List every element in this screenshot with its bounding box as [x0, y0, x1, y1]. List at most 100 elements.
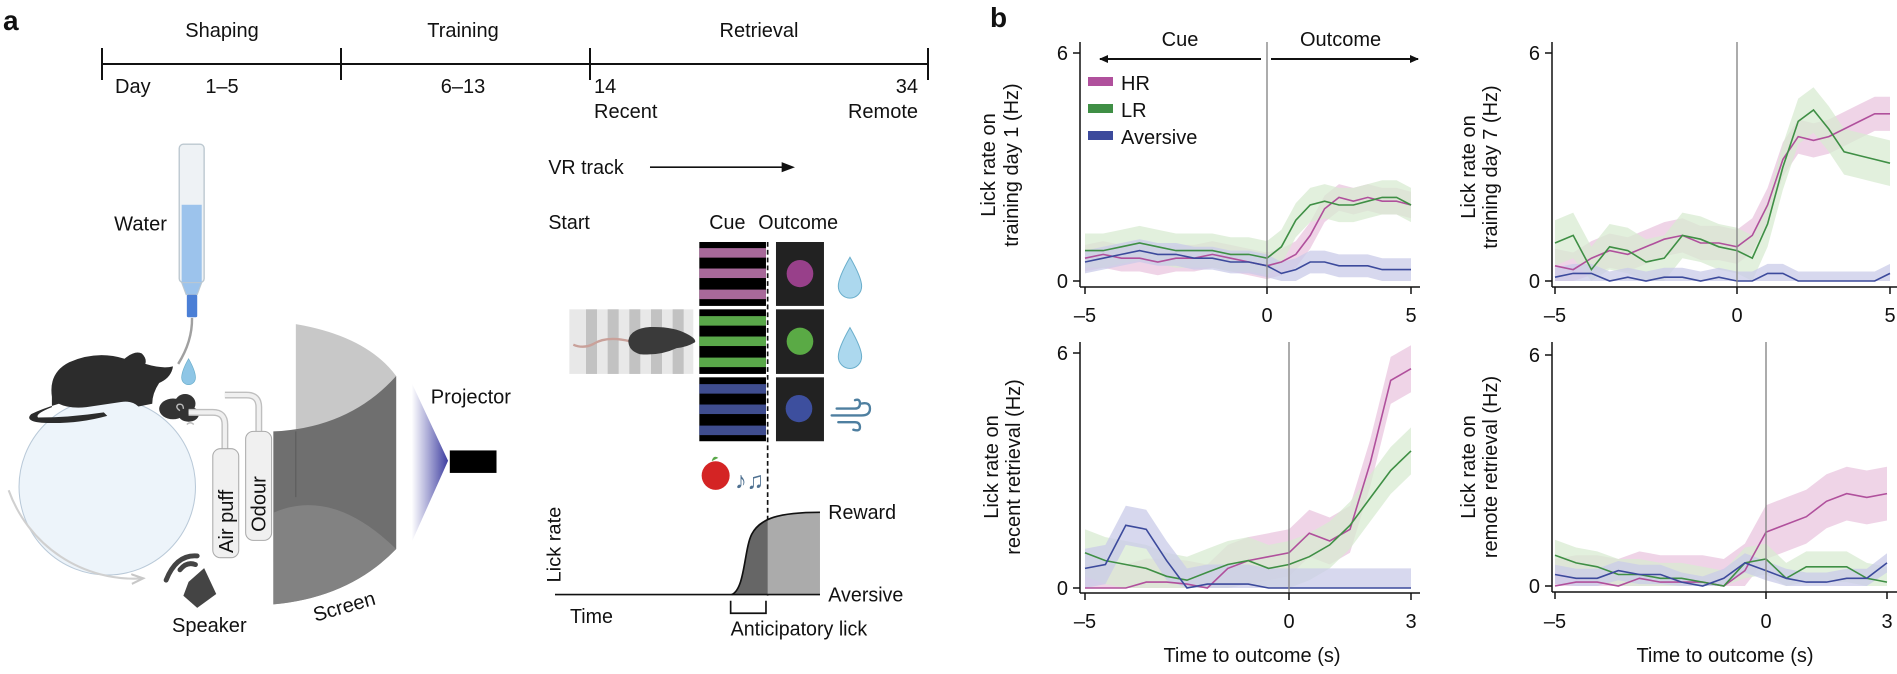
outcome-aversive — [775, 377, 824, 442]
y-tick-label: 0 — [1057, 578, 1068, 600]
y-tick-label: 0 — [1529, 576, 1540, 598]
legend-swatch-hr — [1088, 77, 1113, 86]
water-drop-icon — [837, 256, 863, 299]
band-aversive — [1085, 505, 1411, 588]
y-axis-label: Lick rate on — [1458, 415, 1480, 518]
outcome-label: Outcome — [758, 212, 838, 234]
lick-rate-schematic — [554, 511, 820, 615]
mouse-icon — [29, 352, 174, 424]
speaker-icon — [163, 553, 217, 608]
line-aversive — [1084, 524, 1411, 589]
outcome-lr — [775, 309, 824, 374]
chart-1: –5 0 5 0 6 Lick rate on training day 1 (Hz) — [978, 42, 1420, 327]
legend-swatch-aversive — [1088, 131, 1113, 140]
time-label: Time — [570, 606, 613, 628]
cue-outcome-header: Cue Outcome — [1099, 29, 1419, 63]
water-label: Water — [114, 214, 167, 236]
header-cue: Cue — [1162, 29, 1199, 51]
reward-label: Reward — [828, 502, 896, 524]
x-tick-label: 0 — [1261, 305, 1272, 327]
y-tick-label: 6 — [1529, 43, 1540, 65]
mouse-icon — [628, 326, 696, 355]
outcome-hr — [775, 242, 824, 306]
aversive-label: Aversive — [828, 584, 903, 606]
odour-bottle: Odour — [224, 391, 273, 541]
ball-icon — [7, 398, 197, 579]
header-outcome: Outcome — [1300, 29, 1381, 51]
line-lr — [1554, 554, 1888, 587]
projector-icon — [411, 382, 497, 543]
timeline: Shaping Training Retrieval Day 1–5 6–13 … — [101, 20, 929, 123]
water-bottle-icon — [177, 143, 205, 386]
cue-aversive — [699, 377, 766, 442]
phase-training: Training — [427, 20, 499, 42]
phase-retrieval: Retrieval — [720, 20, 799, 42]
cue-lr — [699, 309, 766, 374]
legend-hr: HR — [1121, 73, 1150, 95]
vr-track-image — [569, 309, 696, 374]
x-tick-label: –5 — [1074, 611, 1096, 633]
apple-icon — [701, 456, 730, 490]
air-puff-icon — [830, 398, 872, 432]
y-tick-label: 6 — [1057, 343, 1068, 365]
label-remote: Remote — [848, 101, 918, 123]
chart-3: –5 0 3 0 6 Lick rate on recent retrieval (Hz) T… — [981, 342, 1420, 667]
x-tick-label: 0 — [1731, 305, 1742, 327]
x-tick-label: 3 — [1881, 611, 1892, 633]
projector-label: Projector — [431, 387, 512, 409]
y-tick-label: 6 — [1529, 345, 1540, 367]
cue-hr — [699, 242, 766, 306]
y-tick-label: 0 — [1529, 271, 1540, 293]
start-label: Start — [548, 212, 590, 234]
band-lr — [1085, 427, 1411, 588]
y-axis-label: training day 7 (Hz) — [1480, 85, 1502, 248]
band-aversive — [1555, 553, 1887, 586]
y-axis-label: training day 1 (Hz) — [1001, 83, 1023, 246]
day-recent: 14 — [594, 76, 616, 98]
x-axis-label: Time to outcome (s) — [1163, 645, 1340, 667]
panel-label-a: a — [3, 5, 19, 36]
label-recent: Recent — [594, 101, 658, 123]
y-tick-label: 0 — [1057, 271, 1068, 293]
x-tick-label: –5 — [1544, 305, 1566, 327]
screen-icon — [273, 324, 397, 605]
speaker-label: Speaker — [172, 615, 247, 637]
panel-label-b: b — [990, 2, 1007, 33]
x-tick-label: 5 — [1405, 305, 1416, 327]
day-label: Day — [115, 76, 151, 98]
music-notes-icon: ♪♫ — [735, 467, 764, 493]
x-tick-label: 0 — [1283, 611, 1294, 633]
water-drop-icon — [837, 326, 863, 369]
task-schematic: VR track Start Cue Outcome — [544, 157, 904, 641]
day-remote: 34 — [896, 76, 918, 98]
y-axis-label: Lick rate on — [978, 113, 1000, 216]
anticipatory-lick-label: Anticipatory lick — [731, 619, 868, 641]
days-training: 6–13 — [441, 76, 486, 98]
lick-rate-label: Lick rate — [544, 507, 566, 583]
phase-shaping: Shaping — [185, 20, 258, 42]
y-tick-label: 6 — [1057, 43, 1068, 65]
apparatus: Water Air puff Odour Screen — [7, 143, 512, 637]
odour-label: Odour — [249, 476, 271, 532]
anticipatory-bracket — [729, 600, 767, 615]
x-axis-label: Time to outcome (s) — [1636, 645, 1813, 667]
legend-swatch-lr — [1088, 104, 1113, 113]
x-tick-label: 5 — [1884, 305, 1895, 327]
x-tick-label: 3 — [1405, 611, 1416, 633]
vr-track-label: VR track — [548, 157, 623, 179]
cue-label: Cue — [709, 212, 745, 234]
x-tick-label: 0 — [1760, 611, 1771, 633]
y-axis-label: recent retrieval (Hz) — [1003, 379, 1025, 555]
legend-aversive: Aversive — [1121, 127, 1197, 149]
y-axis-label: Lick rate on — [1458, 115, 1480, 218]
legend: HR LR Aversive — [1088, 73, 1197, 149]
band-lr — [1555, 87, 1890, 281]
y-axis-label: Lick rate on — [981, 415, 1003, 518]
line-lr — [1084, 450, 1412, 582]
air-puff-label: Air puff — [216, 489, 238, 553]
days-shaping: 1–5 — [205, 76, 238, 98]
